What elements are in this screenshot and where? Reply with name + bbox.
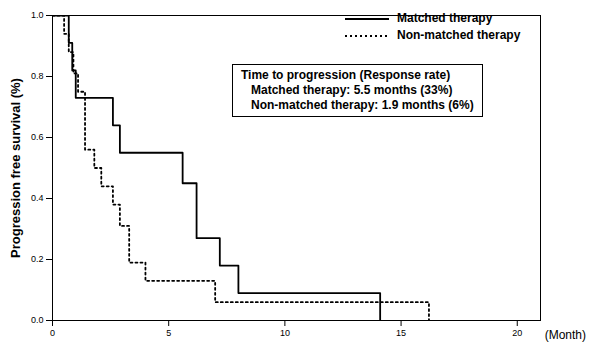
- html-text:Non-matched therapy: Non-matched therapy: [397, 28, 521, 42]
- svg-text:0.6: 0.6: [31, 132, 44, 142]
- html-text:(Month): (Month): [544, 328, 586, 342]
- svg-text:0.0: 0.0: [31, 315, 44, 325]
- html-text:Non-matched therapy: 1.9 month: Non-matched therapy: 1.9 months (6%): [251, 98, 474, 112]
- svg-text:0.4: 0.4: [31, 193, 44, 203]
- svg-text:10: 10: [280, 328, 290, 338]
- svg-text:20: 20: [512, 328, 522, 338]
- svg-text:5: 5: [166, 328, 171, 338]
- svg-text:0.2: 0.2: [31, 254, 44, 264]
- html-text:Time to progression (Response: Time to progression (Response rate): [241, 68, 451, 82]
- html-text:Matched therapy: Matched therapy: [397, 11, 493, 25]
- svg-text:0.8: 0.8: [31, 71, 44, 81]
- svg-text:Progression free survival (%): Progression free survival (%): [8, 78, 23, 258]
- svg-text:1.0: 1.0: [31, 10, 44, 20]
- html-text:Matched therapy: 5.5 months (3: Matched therapy: 5.5 months (33%): [251, 83, 453, 97]
- svg-text:15: 15: [396, 328, 406, 338]
- svg-text:0: 0: [50, 328, 55, 338]
